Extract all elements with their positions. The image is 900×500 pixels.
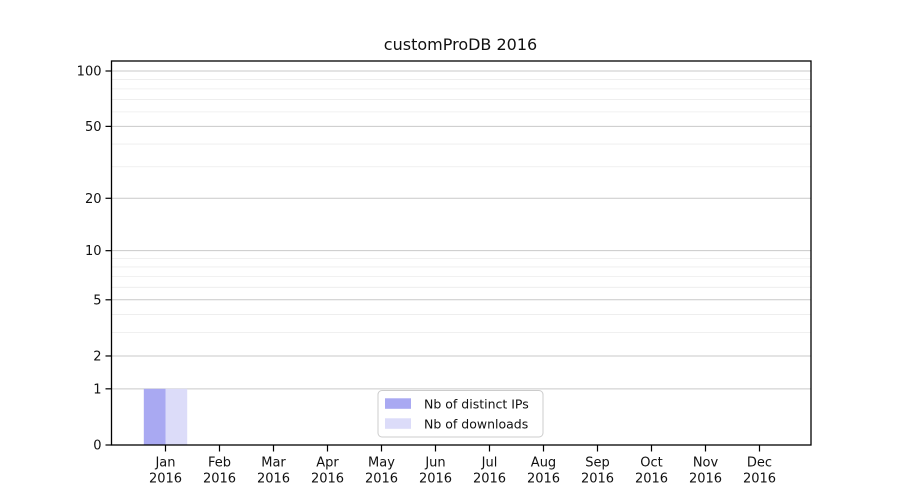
legend-swatch <box>385 418 411 429</box>
x-month-label: Jan <box>154 456 175 471</box>
x-year-label: 2016 <box>473 472 506 487</box>
x-year-label: 2016 <box>203 472 236 487</box>
x-year-label: 2016 <box>689 472 722 487</box>
x-month-label: Apr <box>316 456 339 471</box>
x-month-label: Nov <box>693 456 719 471</box>
x-month-label: Feb <box>208 456 231 471</box>
legend-label: Nb of distinct IPs <box>424 396 529 411</box>
bar-distinct-ips <box>143 388 166 445</box>
x-year-label: 2016 <box>527 472 560 487</box>
y-tick-label: 2 <box>93 349 101 364</box>
x-year-label: 2016 <box>743 472 776 487</box>
x-year-label: 2016 <box>149 472 182 487</box>
y-tick-label: 20 <box>85 192 102 207</box>
y-tick-label: 5 <box>93 293 101 308</box>
y-tick-label: 10 <box>85 244 102 259</box>
plot-border <box>110 60 812 446</box>
x-month-label: Sep <box>585 456 610 471</box>
x-month-label: Mar <box>261 456 286 471</box>
x-month-label: Jul <box>481 456 498 471</box>
legend-box <box>377 390 544 438</box>
x-month-label: Oct <box>640 456 662 471</box>
bar-downloads <box>165 388 188 445</box>
chart-title: customProDB 2016 <box>384 35 537 54</box>
x-year-label: 2016 <box>581 472 614 487</box>
legend-swatch <box>385 398 411 409</box>
x-year-label: 2016 <box>257 472 290 487</box>
x-month-label: May <box>368 456 395 471</box>
legend-label: Nb of downloads <box>424 416 528 431</box>
x-year-label: 2016 <box>419 472 452 487</box>
x-year-label: 2016 <box>635 472 668 487</box>
x-month-label: Dec <box>747 456 772 471</box>
x-year-label: 2016 <box>311 472 344 487</box>
x-month-label: Jun <box>424 456 445 471</box>
y-tick-label: 0 <box>93 439 101 454</box>
x-month-label: Aug <box>531 456 556 471</box>
y-tick-label: 100 <box>77 65 102 80</box>
y-tick-label: 1 <box>93 382 101 397</box>
x-year-label: 2016 <box>365 472 398 487</box>
y-tick-label: 50 <box>85 120 102 135</box>
